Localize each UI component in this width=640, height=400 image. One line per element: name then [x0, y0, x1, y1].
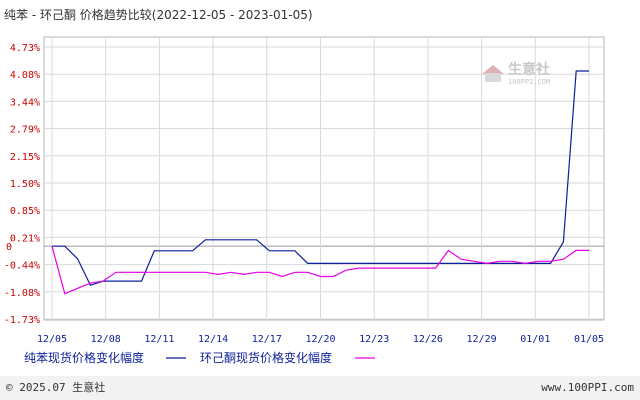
x-axis-ticks: 12/05 12/08 12/11 12/14 12/17 12/20 12/23 12/26…: [37, 334, 604, 345]
x-tick-label: 12/08: [91, 334, 121, 345]
y-tick-label: 0.85%: [10, 206, 40, 217]
footer-bar: [0, 376, 640, 400]
chart-title: 纯苯 - 环己酮 价格趋势比较(2022-12-05 - 2023-01-05): [4, 7, 313, 22]
x-tick-label: 12/26: [413, 334, 443, 345]
y-tick-label: 3.44%: [10, 97, 40, 108]
x-tick-label: 12/11: [144, 334, 174, 345]
y-tick-label: 0.21%: [10, 233, 40, 244]
watermark-text: 生意社: [508, 61, 550, 78]
footer-site: www.100PPI.com: [541, 381, 634, 394]
legend-label-cyclohexanone: 环己酮现货价格变化幅度: [200, 350, 332, 365]
y-tick-label: -0.44%: [4, 261, 40, 272]
x-tick-label: 12/23: [359, 334, 389, 345]
x-tick-label: 01/05: [574, 334, 604, 345]
y-tick-label: 2.15%: [10, 152, 40, 163]
y-tick-label: 2.79%: [10, 125, 40, 136]
grid-lines: [44, 37, 604, 320]
watermark-logo: 生意社 100PPI.COM: [482, 61, 550, 86]
y-tick-label: 4.08%: [10, 70, 40, 81]
x-tick-label: 12/17: [252, 334, 282, 345]
footer-copyright: © 2025.07 生意社: [6, 380, 105, 394]
x-tick-label: 12/14: [198, 334, 228, 345]
legend-label-benzene: 纯苯现货价格变化幅度: [24, 350, 144, 365]
x-tick-label: 12/29: [467, 334, 497, 345]
y-axis-ticks: 4.73% 4.08% 3.44% 2.79% 2.15% 1.50% 0.85% 0.21%…: [4, 43, 40, 326]
x-tick-label: 12/20: [305, 334, 335, 345]
y-tick-label: 1.50%: [10, 179, 40, 190]
x-tick-label: 01/01: [520, 334, 550, 345]
y-tick-label: -1.73%: [4, 315, 40, 326]
series-line-cyclohexanone: [51, 246, 589, 295]
legend: 纯苯现货价格变化幅度 环己酮现货价格变化幅度: [24, 350, 375, 365]
series-lines: [51, 70, 589, 295]
x-tick-label: 12/05: [37, 334, 67, 345]
watermark-subtext: 100PPI.COM: [508, 78, 550, 86]
y-tick-label: -1.08%: [4, 288, 40, 299]
y-tick-label: 4.73%: [10, 43, 40, 54]
series-line-benzene: [52, 70, 589, 287]
y-tick-label-zero: 0: [6, 242, 12, 253]
